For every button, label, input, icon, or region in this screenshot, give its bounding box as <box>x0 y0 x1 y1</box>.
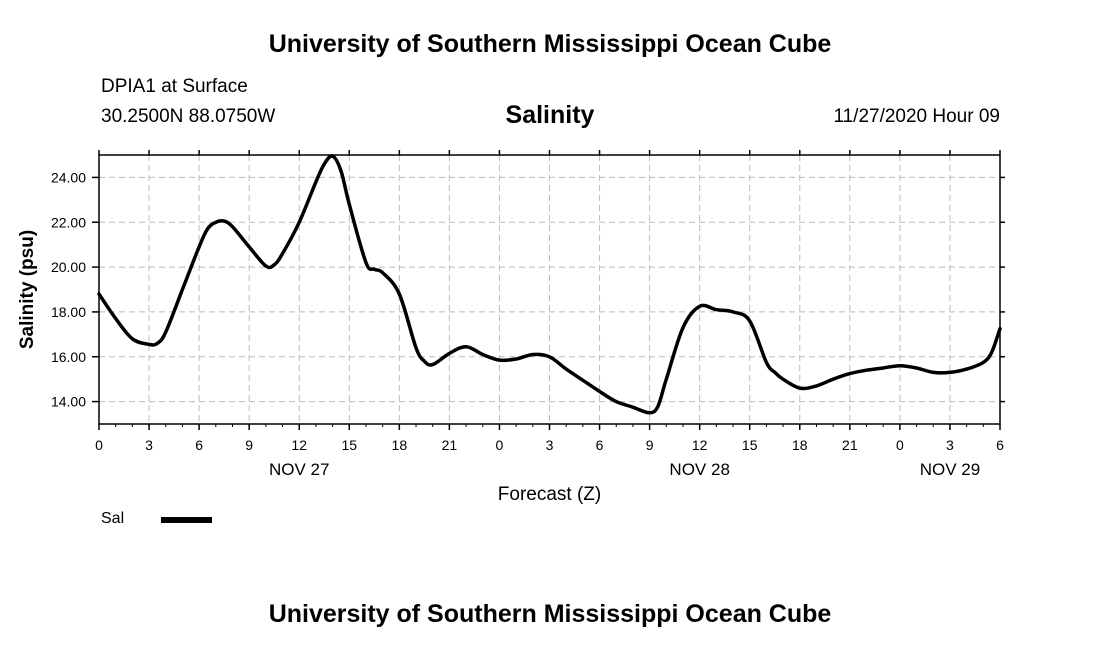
x-tick-label: 18 <box>392 437 408 453</box>
page-title: University of Southern Mississippi Ocean… <box>268 30 832 58</box>
x-tick-label: 12 <box>692 437 708 453</box>
date-label: NOV 29 <box>920 460 980 479</box>
chart-title: Salinity <box>505 101 595 129</box>
y-tick-label: 16.00 <box>51 349 86 365</box>
y-tick-label: 22.00 <box>51 214 86 230</box>
x-tick-label: 0 <box>496 437 504 453</box>
x-tick-label: 6 <box>195 437 203 453</box>
x-tick-label: 18 <box>792 437 808 453</box>
x-tick-label: 6 <box>996 437 1004 453</box>
x-tick-label: 15 <box>341 437 357 453</box>
y-axis-label: Salinity (psu) <box>17 230 38 349</box>
x-tick-label: 9 <box>245 437 253 453</box>
series-line-sal <box>97 154 1002 415</box>
y-tick-label: 20.00 <box>51 259 86 275</box>
date-label: NOV 27 <box>269 460 329 479</box>
date-labels: NOV 27 NOV 28 NOV 29 <box>269 460 980 479</box>
axis-ticks <box>92 150 1005 430</box>
x-tick-label: 3 <box>546 437 554 453</box>
x-tick-label: 9 <box>646 437 654 453</box>
x-tick-labels: 0 3 6 9 12 15 18 21 0 3 6 9 12 15 18 21 0 3 6 <box>95 437 1004 453</box>
forecast-timestamp: 11/27/2020 Hour 09 <box>833 106 1000 127</box>
date-label: NOV 28 <box>669 460 729 479</box>
x-tick-label: 15 <box>742 437 758 453</box>
x-axis-label: Forecast (Z) <box>498 484 601 505</box>
legend-swatch <box>161 517 212 523</box>
chart-grid <box>99 155 1000 424</box>
x-tick-label: 21 <box>842 437 858 453</box>
x-tick-label: 21 <box>442 437 458 453</box>
x-tick-label: 3 <box>946 437 954 453</box>
legend-label: Sal <box>101 510 125 527</box>
x-tick-label: 6 <box>596 437 604 453</box>
y-tick-label: 14.00 <box>51 394 86 410</box>
y-tick-labels: 14.00 16.00 18.00 20.00 22.00 24.00 <box>51 169 86 409</box>
y-tick-label: 24.00 <box>51 169 86 185</box>
station-coordinates: 30.2500N 88.0750W <box>101 106 276 127</box>
station-name: DPIA1 at Surface <box>101 76 248 97</box>
footer-title: University of Southern Mississippi Ocean… <box>268 600 832 628</box>
x-tick-label: 3 <box>145 437 153 453</box>
x-tick-label: 0 <box>95 437 103 453</box>
x-tick-label: 0 <box>896 437 904 453</box>
y-tick-label: 18.00 <box>51 304 86 320</box>
x-tick-label: 12 <box>291 437 307 453</box>
